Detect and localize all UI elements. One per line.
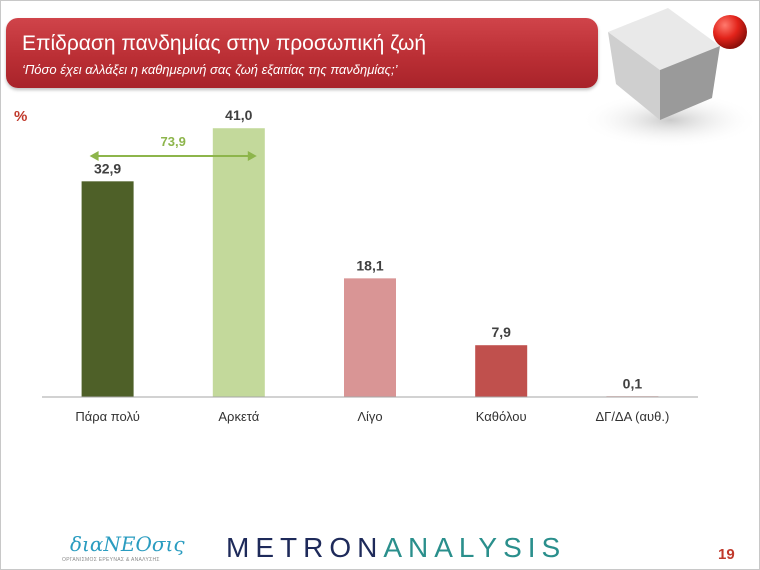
bar-3 xyxy=(475,345,528,397)
annotation-label: 73,9 xyxy=(161,134,186,149)
metron-analysis-logo: METRONANALYSIS xyxy=(226,532,566,564)
category-label-3: Καθόλου xyxy=(476,409,527,424)
dianeosis-tagline: ΟΡΓΑΝΙΣΜΟΣ ΕΡΕΥΝΑΣ & ΑΝΑΛΥΣΗΣ xyxy=(62,557,160,563)
bar-0 xyxy=(81,181,134,397)
page-title: Επίδραση πανδημίας στην προσωπική ζωή xyxy=(22,32,427,55)
value-label-2: 18,1 xyxy=(356,257,383,273)
unit-label: % xyxy=(14,108,28,125)
page-number: 19 xyxy=(718,546,735,563)
cube-logo-graphic xyxy=(580,8,760,148)
value-label-4: 0,1 xyxy=(623,375,643,391)
category-label-4: ΔΓ/ΔΑ (αυθ.) xyxy=(595,409,669,424)
title-banner: Επίδραση πανδημίας στην προσωπική ζωή ‘Π… xyxy=(6,18,598,88)
red-ball-icon xyxy=(713,15,747,49)
metron-logo-part2: ANALYSIS xyxy=(383,532,567,563)
dianeosis-logo: διαΝΕΟσις xyxy=(70,532,185,556)
page-subtitle: ‘Πόσο έχει αλλάξει η καθημερινή σας ζωή … xyxy=(22,62,398,77)
bar-1 xyxy=(212,128,265,397)
value-label-3: 7,9 xyxy=(491,324,511,340)
category-label-0: Πάρα πολύ xyxy=(75,409,140,424)
value-label-1: 41,0 xyxy=(225,107,252,123)
bar-2 xyxy=(344,278,396,397)
category-label-2: Λίγο xyxy=(357,409,382,424)
annotation-arrowhead-right xyxy=(247,151,257,161)
value-label-0: 32,9 xyxy=(94,160,121,176)
annotation-arrowhead-left xyxy=(89,151,99,161)
category-label-1: Αρκετά xyxy=(218,409,259,424)
metron-logo-part1: METRON xyxy=(226,532,384,563)
